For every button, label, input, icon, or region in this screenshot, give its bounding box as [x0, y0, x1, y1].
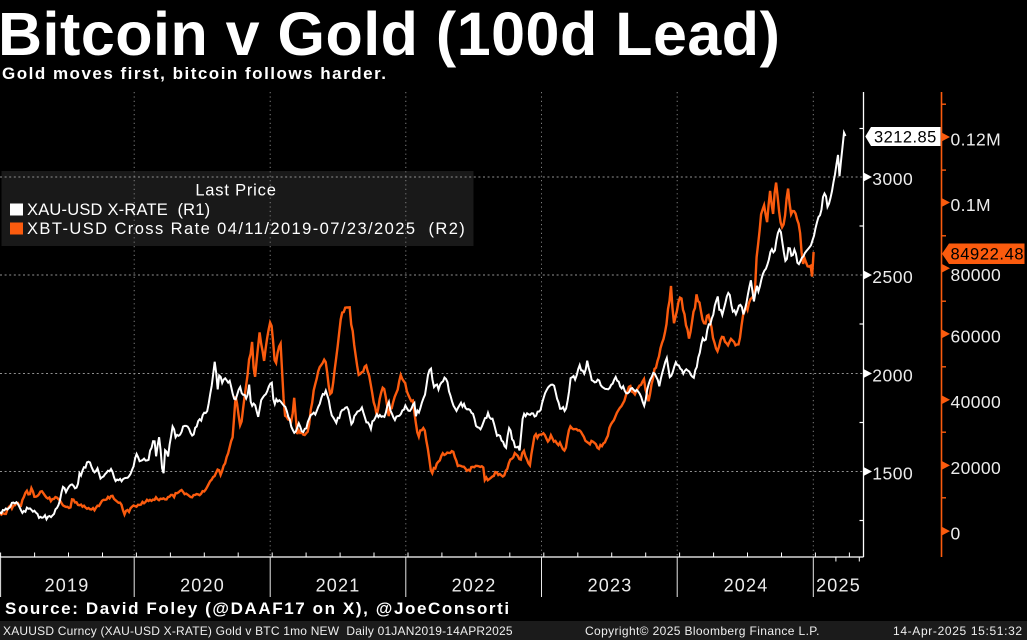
- svg-text:2020: 2020: [180, 576, 225, 596]
- svg-text:0: 0: [951, 524, 961, 544]
- svg-text:3000: 3000: [872, 169, 913, 189]
- svg-text:2023: 2023: [588, 576, 633, 596]
- svg-text:0.1M: 0.1M: [951, 195, 992, 215]
- svg-text:84922.48: 84922.48: [951, 246, 1025, 264]
- svg-text:40000: 40000: [951, 392, 1002, 412]
- svg-text:Last Price: Last Price: [195, 182, 276, 200]
- svg-text:XAU-USD X-RATE (R1): XAU-USD X-RATE (R1): [27, 201, 210, 219]
- svg-text:80000: 80000: [951, 265, 1002, 285]
- svg-text:3212.85: 3212.85: [874, 129, 937, 147]
- svg-text:0.12M: 0.12M: [951, 130, 1002, 150]
- svg-text:2000: 2000: [872, 366, 913, 386]
- svg-text:2500: 2500: [872, 267, 913, 287]
- svg-text:2019: 2019: [45, 576, 90, 596]
- svg-text:2025: 2025: [816, 576, 861, 596]
- svg-text:1500: 1500: [872, 464, 913, 484]
- svg-text:2024: 2024: [724, 576, 769, 596]
- svg-text:20000: 20000: [951, 458, 1002, 478]
- svg-text:2021: 2021: [316, 576, 361, 596]
- svg-text:XBT-USD Cross Rate 04/11/2019-: XBT-USD Cross Rate 04/11/2019-07/23/2025…: [27, 220, 466, 238]
- svg-text:60000: 60000: [951, 326, 1002, 346]
- svg-text:2022: 2022: [452, 576, 497, 596]
